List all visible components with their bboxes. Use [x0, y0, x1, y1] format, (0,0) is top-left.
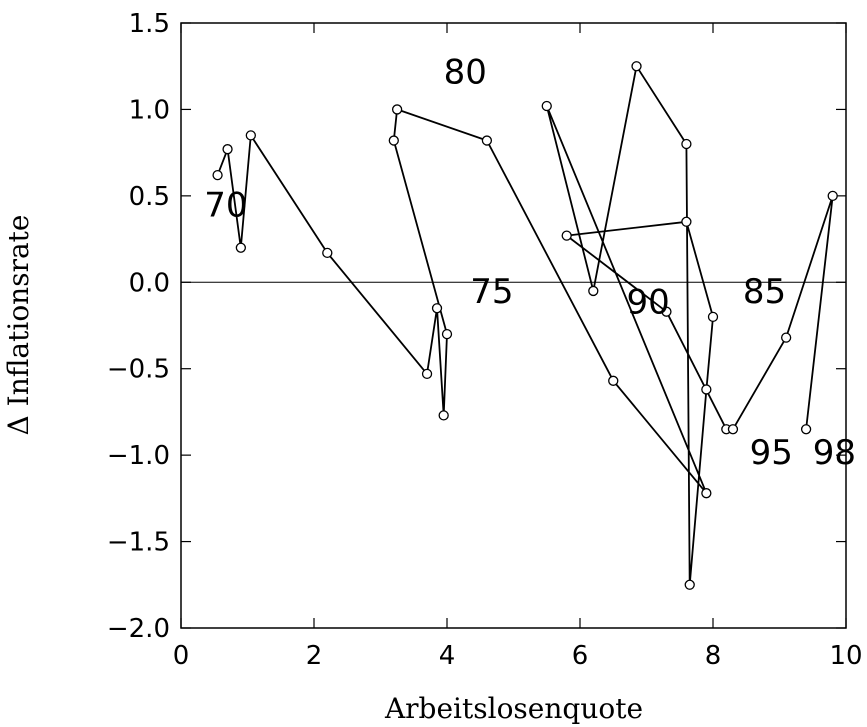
data-point [438, 410, 449, 421]
data-point [212, 169, 223, 181]
x-tick-label: 4 [439, 641, 456, 671]
data-markers [212, 61, 838, 590]
data-point [701, 488, 712, 499]
axis-ticks [180, 22, 847, 629]
year-labels: 70 75 80 85 90 95 98 [204, 53, 856, 473]
y-tick-label: 0.5 [129, 182, 170, 212]
data-point [631, 61, 642, 72]
x-tick-label: 6 [572, 641, 589, 671]
data-point [681, 216, 692, 227]
x-tick-label: 8 [705, 641, 722, 671]
data-point [608, 375, 619, 386]
data-point [431, 303, 443, 314]
x-tick-label: 2 [306, 641, 323, 671]
year-label: 70 [204, 186, 247, 226]
plot-frame [180, 22, 847, 629]
series-line [216, 65, 834, 586]
data-point [421, 368, 433, 380]
data-point [800, 424, 812, 435]
x-axis-title: Arbeitslosenquote [384, 692, 643, 725]
data-point [588, 285, 599, 297]
data-point [727, 424, 739, 435]
x-tick-label: 10 [829, 641, 862, 671]
y-tick-label: 1.0 [129, 95, 170, 125]
y-tick-label: −0.5 [107, 355, 170, 385]
data-point [661, 306, 672, 317]
year-label: 98 [813, 433, 856, 473]
data-point [441, 328, 453, 340]
y-axis-title: Δ Inflationsrate [2, 215, 35, 436]
year-label: 80 [444, 53, 487, 93]
data-point [781, 332, 792, 343]
year-label: 90 [627, 282, 670, 322]
y-tick-label: −1.5 [107, 528, 170, 558]
y-tick-label: 0.0 [129, 268, 170, 298]
data-point [827, 190, 838, 202]
data-point [541, 100, 552, 112]
axis-tick-labels: 0 2 4 6 8 10 1.5 1.0 0.5 0.0 −0.5 −1.0 −1.5 −2.0 [107, 9, 863, 671]
data-point [701, 384, 712, 395]
data-point [222, 144, 233, 155]
y-tick-label: −1.0 [107, 441, 170, 471]
y-tick-label: 1.5 [129, 9, 170, 39]
year-label: 75 [470, 272, 513, 312]
data-point [388, 135, 399, 146]
data-point [391, 104, 403, 115]
y-tick-label: −2.0 [107, 614, 170, 644]
data-point [561, 230, 572, 241]
year-label: 95 [750, 433, 793, 473]
data-point [707, 311, 719, 323]
data-point [235, 242, 247, 253]
data-point [245, 130, 256, 141]
plot-area-border [180, 22, 847, 629]
data-series [216, 65, 834, 586]
data-point [681, 138, 692, 150]
data-point [322, 247, 333, 259]
year-label: 85 [743, 272, 786, 312]
x-tick-label: 0 [173, 641, 190, 671]
data-point [684, 579, 695, 590]
data-point [481, 135, 493, 146]
